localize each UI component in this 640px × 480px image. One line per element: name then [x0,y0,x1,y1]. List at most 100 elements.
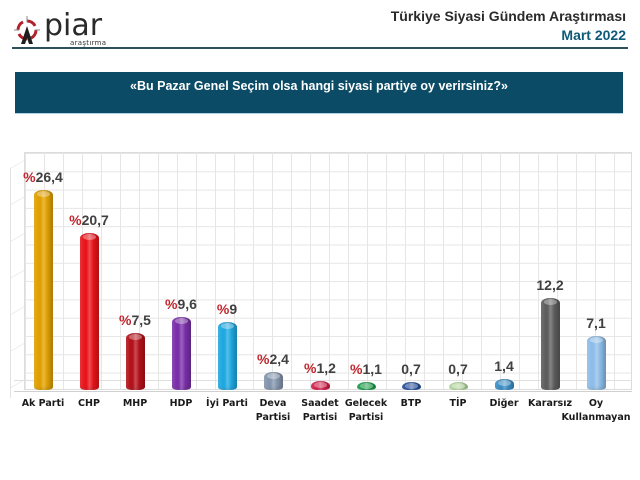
question-text: «Bu Pazar Genel Seçim olsa hangi siyasi … [130,79,508,93]
report-title: Türkiye Siyasi Gündem Araştırması [390,8,626,24]
category-label-line: Kararsız [528,398,572,409]
category-label: Deva Partisi [238,397,308,425]
bar-group: 12,2 [527,277,573,390]
bar-group: 0,7 [435,361,481,390]
category-label: MHP [100,397,170,411]
bar [448,382,468,390]
report-date: Mart 2022 [561,27,626,43]
bar [401,382,421,390]
category-label-line: Kullanmayan [561,412,631,423]
logo-subtitle: araştırma [70,39,107,47]
value-text: 2,4 [269,350,289,367]
category-label-line: Oy [588,398,604,409]
data-label: %7,5 [119,312,151,328]
percent-sign: % [216,300,230,317]
value-text: 1,4 [494,358,514,375]
bar [586,336,606,390]
bar-group: %1,1 [343,361,389,390]
data-label: %20,7 [69,212,109,228]
category-label-line: İyi Parti [206,398,248,409]
bar-group: 7,1 [573,315,619,390]
bar [310,380,330,390]
bar-group: %7,5 [112,312,158,390]
data-label: %26,4 [23,169,63,185]
bar [494,379,514,390]
bar [540,297,560,390]
percent-sign: % [257,350,270,367]
value-text: 1,1 [362,360,382,377]
value-text: 9 [229,300,238,317]
bar [263,371,283,390]
category-label-line: Diğer [489,398,519,409]
category-label: CHP [54,397,124,411]
category-label-line: Deva [259,398,287,409]
value-text: 0,7 [448,361,468,377]
value-text: 7,1 [586,315,606,332]
value-text: 20,7 [81,212,109,229]
data-label: %1,2 [304,360,336,376]
bar [33,190,53,390]
percent-sign: % [304,359,317,376]
value-text: 12,2 [536,276,564,293]
category-label: Kararsız [515,397,585,411]
percent-sign: % [350,360,363,377]
category-label: Gelecek Partisi [331,397,401,425]
category-label: HDP [146,397,216,411]
bar [356,381,376,390]
data-label: 12,2 [536,277,563,293]
percent-sign: % [165,296,178,313]
data-label: %2,4 [257,351,289,367]
bar-group: %9 [204,301,250,390]
percent-sign: % [69,212,82,229]
chart-floor [14,380,632,392]
category-label: Diğer [469,397,539,411]
bar-group: %26,4 [20,169,66,390]
category-label-line: Partisi [302,412,338,423]
crosshair-logo-icon [14,16,40,44]
value-text: 1,2 [316,359,336,376]
bar [217,321,237,390]
bar-group: %2,4 [250,351,296,390]
category-label-line: Gelecek [344,398,388,409]
data-label: 1,4 [494,358,513,374]
bar-group: 0,7 [388,361,434,390]
category-label-line: BTP [400,398,422,409]
data-label: %9 [217,301,237,317]
bar [79,233,99,390]
category-label: Ak Parti [8,397,78,411]
bar [125,333,145,390]
value-text: 26,4 [35,169,63,185]
category-label-line: Partisi [348,412,384,423]
category-label: TİP [423,397,493,411]
percent-sign: % [23,169,36,185]
value-text: 7,5 [131,312,151,329]
bar-group: %1,2 [297,360,343,390]
header-divider [12,47,628,49]
category-label-line: MHP [122,398,148,409]
category-label: Saadet Partisi [285,397,355,425]
category-label-line: Saadet [301,398,339,409]
question-banner: «Bu Pazar Genel Seçim olsa hangi siyasi … [15,72,623,113]
category-label-line: HDP [169,398,193,409]
value-text: 9,6 [177,296,197,313]
bar-group: %20,7 [66,212,112,390]
value-text: 0,7 [401,361,421,377]
data-label: 0,7 [448,361,467,377]
category-label-line: Partisi [255,412,291,423]
category-label-line: TİP [449,398,467,409]
data-label: %9,6 [165,296,197,312]
data-label: 7,1 [586,315,605,331]
percent-sign: % [119,312,132,329]
data-label: 0,7 [401,361,420,377]
data-label: %1,1 [350,361,382,377]
category-label: İyi Parti [192,397,262,411]
category-label-line: CHP [78,398,100,409]
logo-wordmark: piar [44,8,103,43]
category-label: Oy Kullanmayan [561,397,631,425]
category-label: BTP [376,397,446,411]
bar-group: %9,6 [158,296,204,390]
bar [171,317,191,390]
bar-group: 1,4 [481,358,527,390]
category-label-line: Ak Parti [21,398,65,409]
vote-intention-chart: %26,4 Ak Parti %20,7 CHP %7,5 MHP %9,6 HDP %9 İyi… [0,140,640,440]
